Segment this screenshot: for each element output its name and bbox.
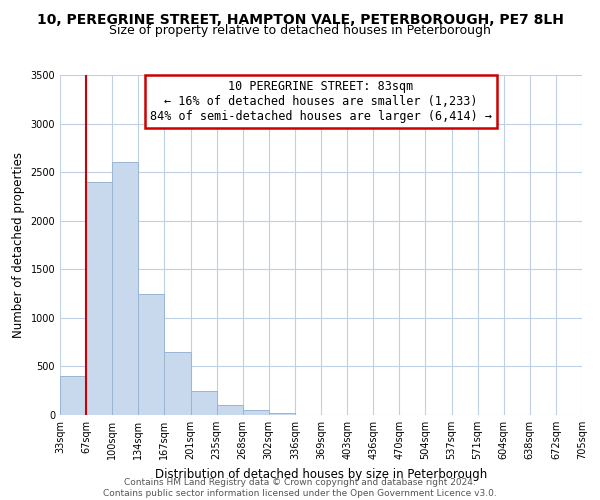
Bar xyxy=(86,182,112,415)
Bar xyxy=(269,412,295,415)
Bar xyxy=(217,406,243,415)
Bar xyxy=(164,352,191,415)
X-axis label: Distribution of detached houses by size in Peterborough: Distribution of detached houses by size … xyxy=(155,468,487,480)
Text: 10 PEREGRINE STREET: 83sqm
← 16% of detached houses are smaller (1,233)
84% of s: 10 PEREGRINE STREET: 83sqm ← 16% of deta… xyxy=(150,80,492,123)
Text: 10, PEREGRINE STREET, HAMPTON VALE, PETERBOROUGH, PE7 8LH: 10, PEREGRINE STREET, HAMPTON VALE, PETE… xyxy=(37,12,563,26)
Text: Contains HM Land Registry data © Crown copyright and database right 2024.
Contai: Contains HM Land Registry data © Crown c… xyxy=(103,478,497,498)
Bar xyxy=(191,390,217,415)
Bar xyxy=(139,294,164,415)
Y-axis label: Number of detached properties: Number of detached properties xyxy=(12,152,25,338)
Text: Size of property relative to detached houses in Peterborough: Size of property relative to detached ho… xyxy=(109,24,491,37)
Bar xyxy=(112,162,139,415)
Bar xyxy=(243,410,269,415)
Bar xyxy=(60,376,86,415)
